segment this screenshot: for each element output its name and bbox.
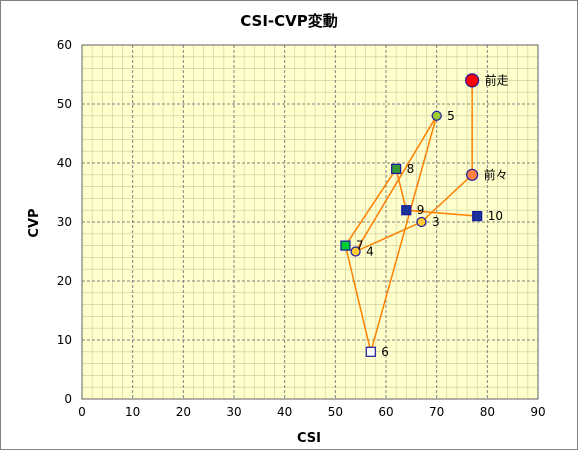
x-axis-label: CSI — [297, 431, 321, 446]
data-point-label: 前走 — [485, 72, 509, 87]
plot-border — [81, 44, 539, 400]
x-tick-label: 30 — [226, 405, 241, 419]
y-axis-label: CVP — [27, 208, 42, 237]
chart-title: CSI-CVP変動 — [240, 12, 338, 30]
data-point-circle — [431, 110, 442, 121]
x-tick-label: 70 — [429, 405, 444, 419]
data-point-square — [472, 211, 483, 222]
data-point-label: 4 — [366, 245, 374, 259]
data-point-circle — [465, 73, 480, 88]
y-tick-label: 0 — [64, 392, 72, 406]
data-point-square — [365, 346, 376, 357]
x-tick-label: 60 — [378, 405, 393, 419]
x-tick-label: 90 — [530, 405, 545, 419]
y-tick-label: 50 — [57, 97, 72, 111]
data-point-label: 6 — [381, 345, 389, 359]
data-point-label: 8 — [407, 162, 415, 176]
data-point-square — [340, 240, 351, 251]
data-point-square — [391, 163, 402, 174]
y-tick-label: 10 — [57, 333, 72, 347]
x-tick-label: 10 — [125, 405, 140, 419]
data-point-circle — [466, 168, 479, 181]
data-point-circle — [350, 246, 361, 257]
data-point-label: 5 — [447, 109, 455, 123]
x-tick-label: 40 — [277, 405, 292, 419]
data-point-square — [401, 205, 412, 216]
y-tick-label: 40 — [57, 156, 72, 170]
connector-line — [395, 168, 407, 211]
data-point-label: 9 — [417, 203, 425, 217]
x-tick-label: 0 — [78, 405, 86, 419]
data-point-label: 10 — [488, 209, 503, 223]
data-point-circle — [416, 216, 427, 228]
connector-line — [344, 245, 372, 352]
connector-line — [344, 168, 397, 247]
y-tick-label: 30 — [57, 215, 72, 229]
connector-line — [420, 174, 473, 223]
x-tick-label: 50 — [328, 405, 343, 419]
x-tick-label: 80 — [480, 405, 495, 419]
x-tick-label: 20 — [176, 405, 191, 419]
data-point-label: 7 — [356, 239, 364, 253]
connector-line — [370, 115, 438, 353]
data-point-label: 3 — [432, 215, 440, 229]
connector-line — [354, 115, 438, 252]
y-tick-label: 20 — [57, 274, 72, 288]
y-tick-label: 60 — [57, 38, 72, 52]
data-point-label: 前々 — [484, 167, 508, 182]
connector-line — [406, 209, 478, 217]
connector-line — [355, 221, 422, 253]
